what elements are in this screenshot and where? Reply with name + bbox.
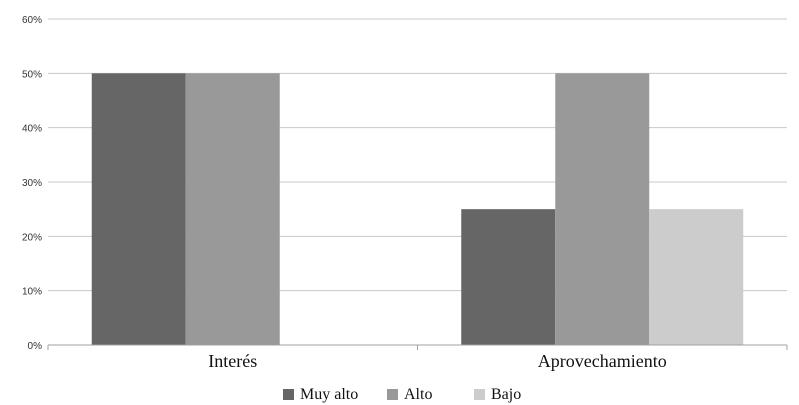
- bar: [461, 209, 556, 345]
- bars-layer: [91, 73, 744, 345]
- legend: Muy alto Alto Bajo: [283, 386, 521, 403]
- bar: [649, 209, 744, 345]
- y-tick-label: 0%: [28, 341, 43, 352]
- legend-label: Alto: [404, 386, 432, 403]
- bar: [555, 73, 650, 345]
- y-tick-label: 20%: [22, 232, 42, 243]
- legend-label: Muy alto: [300, 386, 358, 403]
- y-tick-label: 10%: [22, 287, 42, 298]
- y-tick-label: 50%: [22, 69, 42, 80]
- y-tick-label: 30%: [22, 178, 42, 189]
- bar: [185, 73, 280, 345]
- x-category-label: Aprovechamiento: [538, 351, 667, 371]
- axis-layer: 0% 10% 20% 30% 40% 50% 60% Interés Aprovechamien…: [22, 15, 788, 371]
- legend-swatch: [283, 389, 294, 400]
- y-tick-label: 60%: [22, 15, 42, 26]
- y-tick-label: 40%: [22, 124, 42, 135]
- x-category-label: Interés: [208, 351, 257, 371]
- bar: [91, 73, 186, 345]
- legend-swatch: [387, 389, 398, 400]
- legend-label: Bajo: [491, 386, 521, 403]
- legend-swatch: [474, 389, 485, 400]
